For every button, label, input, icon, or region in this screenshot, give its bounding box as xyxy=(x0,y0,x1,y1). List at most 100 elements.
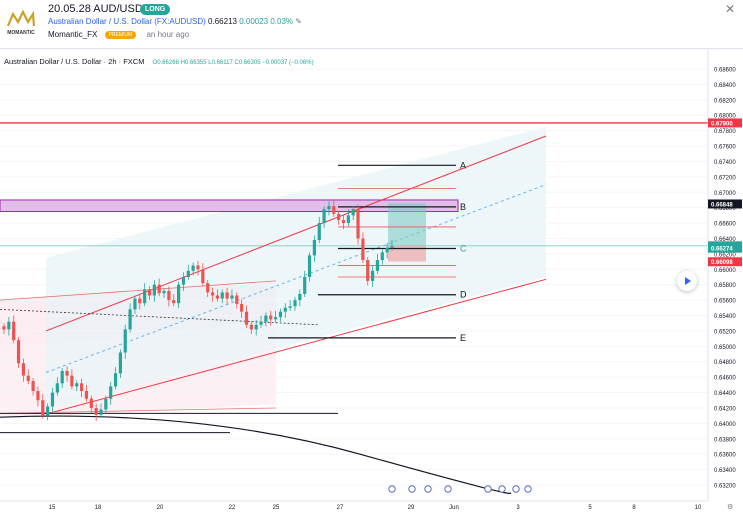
candle-body xyxy=(50,392,55,407)
candle-body xyxy=(138,298,142,304)
y-tick-label: 0.63600 xyxy=(714,453,736,459)
candle-body xyxy=(162,290,166,294)
chart-area[interactable]: A B C D E 0.68600 0.68400 0.68200 0.68000 0.67800… xyxy=(0,48,743,513)
channel-median xyxy=(45,184,547,373)
y-tick-label: 0.65400 xyxy=(714,314,736,320)
candle-body xyxy=(317,223,321,241)
y-tick-label: 0.65200 xyxy=(714,329,736,335)
x-tick-label: 20 xyxy=(157,505,164,511)
event-flag-icon xyxy=(388,485,396,493)
y-tick-label: 0.68200 xyxy=(714,98,736,104)
candle-body xyxy=(133,298,137,310)
candle-body xyxy=(288,306,292,308)
candle-body xyxy=(70,375,74,387)
candle-body xyxy=(385,247,389,253)
candle-body xyxy=(152,284,156,296)
long-badge: LONG xyxy=(140,4,171,15)
candle-body xyxy=(351,209,355,216)
level-label-a: A xyxy=(460,160,466,170)
y-tick-label: 0.64400 xyxy=(714,391,736,397)
price-tag-bg xyxy=(708,199,742,209)
close-icon[interactable]: ✕ xyxy=(724,2,735,16)
candle-body xyxy=(2,326,6,330)
price-tag-bg xyxy=(708,243,742,253)
change-pct: 0.03% xyxy=(270,17,294,26)
candle-body xyxy=(283,307,287,312)
event-flag-icon xyxy=(512,485,520,493)
x-tick-label: 27 xyxy=(337,505,344,511)
candle-body xyxy=(274,317,278,320)
candle-body xyxy=(31,381,35,392)
candle-body xyxy=(240,303,244,312)
candle-body xyxy=(65,370,69,376)
y-tick-label: 0.66400 xyxy=(714,237,736,243)
candle-body xyxy=(123,329,127,353)
y-tick-label: 0.68400 xyxy=(714,83,736,89)
event-flag-icon xyxy=(484,485,492,493)
candle-body xyxy=(346,215,350,224)
candle-body xyxy=(181,277,186,285)
candle-body xyxy=(167,290,171,301)
premium-badge: PREMIUM xyxy=(104,30,137,39)
price-tag-label: 0.67900 xyxy=(711,121,733,127)
level-label-e: E xyxy=(460,333,466,343)
play-replay-button[interactable] xyxy=(677,271,697,291)
author-link[interactable]: Momantic_FX xyxy=(48,30,98,39)
level-label-b: B xyxy=(460,202,466,212)
y-tick-label: 0.67800 xyxy=(714,129,736,135)
idea-header: MOMANTIC 20.05.28 AUD/USD LONG Australia… xyxy=(0,0,743,48)
candle-body xyxy=(356,209,360,239)
x-tick-label: 18 xyxy=(95,505,102,511)
candle-body xyxy=(254,324,258,330)
candle-body xyxy=(371,270,375,281)
candle-body xyxy=(225,292,229,299)
candle-body xyxy=(41,400,45,416)
candle-body xyxy=(322,209,326,224)
y-tick-label: 0.64000 xyxy=(714,422,736,428)
price-tag-label: 0.66274 xyxy=(711,247,733,253)
idea-title: 20.05.28 AUD/USD xyxy=(48,3,143,15)
long-stop-box xyxy=(388,245,426,262)
candle-body xyxy=(235,295,239,304)
x-tick-label: 25 xyxy=(273,505,280,511)
candle-body xyxy=(361,238,365,261)
candle-body xyxy=(210,292,215,296)
y-tick-label: 0.65800 xyxy=(714,283,736,289)
y-tick-label: 0.63200 xyxy=(714,484,736,490)
event-flag-icon xyxy=(524,485,532,493)
candle-body xyxy=(327,206,331,210)
y-tick-label: 0.66800 xyxy=(714,206,736,212)
candle-body xyxy=(215,295,219,299)
candle-body xyxy=(269,315,273,320)
candle-body xyxy=(26,375,30,381)
y-tick-label: 0.67400 xyxy=(714,160,736,166)
candle-body xyxy=(12,321,16,341)
candle-body xyxy=(191,265,195,271)
price-chart[interactable]: A B C D E 0.68600 0.68400 0.68200 0.68000 0.67800… xyxy=(0,49,743,513)
symbol-link[interactable]: Australian Dollar / U.S. Dollar (FX:AUDU… xyxy=(48,17,206,26)
channel-fill xyxy=(46,126,546,410)
candle-body xyxy=(337,213,341,220)
legend-ohlc: O0.66268 H0.66355 L0.66117 C0.66305 −0.0… xyxy=(152,60,314,66)
x-tick-label: Jun xyxy=(449,505,459,511)
event-flag-icon xyxy=(444,485,452,493)
candle-body xyxy=(147,289,152,296)
edit-icon[interactable]: ✎ xyxy=(295,17,302,26)
y-tick-label: 0.67200 xyxy=(714,175,736,181)
candle-body xyxy=(293,300,297,307)
candle-body xyxy=(244,311,249,325)
channel-upper xyxy=(45,135,547,332)
supply-zone xyxy=(0,199,459,213)
price-tag-bg xyxy=(708,257,742,267)
candle-body xyxy=(230,295,234,299)
candle-body xyxy=(264,315,268,322)
symbol-line: Australian Dollar / U.S. Dollar (FX:AUDU… xyxy=(48,17,302,26)
y-tick-label: 0.64200 xyxy=(714,406,736,412)
x-tick-label: 10 xyxy=(695,505,702,511)
y-tick-label: 0.68600 xyxy=(714,68,736,74)
event-flag-icon xyxy=(498,485,506,493)
candle-body xyxy=(303,277,307,294)
candle-body xyxy=(143,289,147,304)
candle-body xyxy=(16,340,21,364)
candle-body xyxy=(128,309,132,330)
